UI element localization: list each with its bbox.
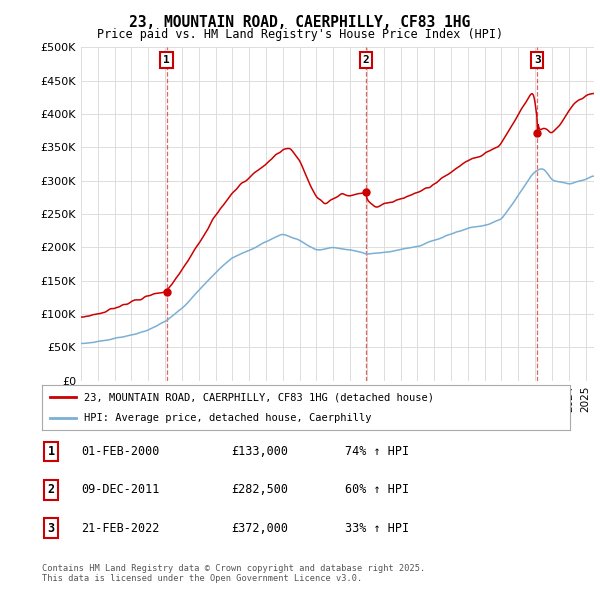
Text: 23, MOUNTAIN ROAD, CAERPHILLY, CF83 1HG (detached house): 23, MOUNTAIN ROAD, CAERPHILLY, CF83 1HG …	[84, 392, 434, 402]
Text: 3: 3	[47, 522, 55, 535]
Text: £282,500: £282,500	[231, 483, 288, 496]
Text: 09-DEC-2011: 09-DEC-2011	[81, 483, 160, 496]
Text: 3: 3	[534, 55, 541, 65]
Text: 23, MOUNTAIN ROAD, CAERPHILLY, CF83 1HG: 23, MOUNTAIN ROAD, CAERPHILLY, CF83 1HG	[130, 15, 470, 30]
Text: £133,000: £133,000	[231, 445, 288, 458]
Text: HPI: Average price, detached house, Caerphilly: HPI: Average price, detached house, Caer…	[84, 414, 372, 424]
Text: 60% ↑ HPI: 60% ↑ HPI	[345, 483, 409, 496]
Text: 2: 2	[47, 483, 55, 496]
Text: £372,000: £372,000	[231, 522, 288, 535]
Text: 2: 2	[362, 55, 369, 65]
Text: 33% ↑ HPI: 33% ↑ HPI	[345, 522, 409, 535]
Text: Contains HM Land Registry data © Crown copyright and database right 2025.
This d: Contains HM Land Registry data © Crown c…	[42, 563, 425, 583]
Text: Price paid vs. HM Land Registry's House Price Index (HPI): Price paid vs. HM Land Registry's House …	[97, 28, 503, 41]
Text: 1: 1	[47, 445, 55, 458]
Text: 01-FEB-2000: 01-FEB-2000	[81, 445, 160, 458]
Text: 21-FEB-2022: 21-FEB-2022	[81, 522, 160, 535]
Text: 74% ↑ HPI: 74% ↑ HPI	[345, 445, 409, 458]
Text: 1: 1	[163, 55, 170, 65]
